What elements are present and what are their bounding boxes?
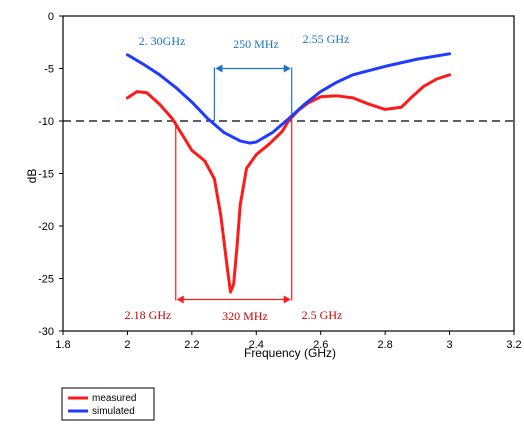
- y-tick-label: 0: [48, 11, 54, 23]
- annotation-blue-right-label: 2.55 GHz: [303, 32, 350, 46]
- x-tick-label: 2.6: [313, 339, 328, 351]
- y-axis-label: dB: [25, 169, 39, 184]
- blue-arrowhead-right: [283, 64, 291, 73]
- legend: measured simulated: [61, 387, 155, 421]
- blue-arrowhead-left: [215, 64, 223, 73]
- x-tick-label: 1.8: [55, 339, 70, 351]
- y-tick-label: -20: [38, 221, 54, 233]
- y-tick-label: -30: [38, 326, 54, 338]
- annotation-red-left-label: 2.18 GHz: [125, 308, 172, 322]
- x-tick-label: 2.4: [249, 339, 264, 351]
- plot-frame: [62, 15, 515, 332]
- y-tick-label: -10: [38, 116, 54, 128]
- x-tick-label: 3.2: [506, 339, 521, 351]
- axes-layer: [59, 15, 515, 335]
- x-axis-label: Frequency (GHz): [244, 346, 336, 360]
- x-tick-label: 2.2: [184, 339, 199, 351]
- legend-label-measured: measured: [92, 393, 136, 404]
- annotation-red-right-label: 2.5 GHz: [302, 308, 343, 322]
- annotation-blue-left-label: 2. 30GHz: [139, 34, 186, 48]
- red-arrowhead-left: [176, 295, 184, 304]
- series-layer: [125, 52, 452, 294]
- red-arrowhead-right: [283, 295, 291, 304]
- y-tick-label: -15: [38, 169, 54, 181]
- series-line-measured: [125, 73, 452, 294]
- legend-label-simulated: simulated: [92, 406, 135, 417]
- legend-box: [61, 387, 155, 421]
- annotation-red-span-label: 320 MHz: [222, 309, 268, 323]
- tick-labels-layer: 1.8 2 2.2 2.4 2.6 2.8 3 3.2 0 -5 -10 -15 -20 -25 -30: [38, 11, 522, 351]
- y-tick-label: -5: [44, 64, 54, 76]
- x-tick-label: 3: [447, 339, 453, 351]
- series-line-simulated: [125, 52, 452, 145]
- y-tick-label: -25: [38, 274, 54, 286]
- annotation-blue-span-label: 250 MHz: [233, 37, 279, 51]
- x-tick-label: 2.8: [377, 339, 392, 351]
- annotation-layer: [63, 64, 514, 304]
- x-tick-label: 2: [124, 339, 130, 351]
